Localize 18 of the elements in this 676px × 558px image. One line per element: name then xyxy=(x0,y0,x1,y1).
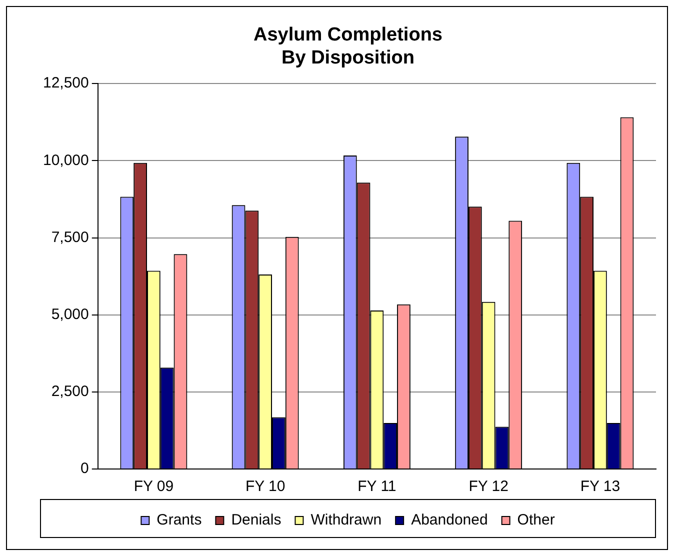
y-tick-label: 10,000 xyxy=(42,152,89,169)
y-tick-label: 7,500 xyxy=(51,228,89,246)
legend-label: Withdrawn xyxy=(310,512,382,529)
legend-label: Abandoned xyxy=(411,512,488,529)
y-tick-label: 0 xyxy=(80,460,89,478)
text: By Disposition xyxy=(281,47,415,68)
y-tick-label: 2,500 xyxy=(51,383,89,400)
text: Asylum Completions xyxy=(254,24,442,46)
y-tick-label: 12,500 xyxy=(42,74,89,92)
x-tick-label: FY 10 xyxy=(245,478,286,496)
y-tick-label: 5,000 xyxy=(51,306,89,323)
x-tick-label: FY 09 xyxy=(134,478,174,496)
legend-label: Grants xyxy=(156,512,202,529)
x-tick-label: FY 12 xyxy=(468,478,508,496)
x-tick-label: FY 13 xyxy=(580,478,620,496)
x-tick-label: FY 11 xyxy=(358,478,396,496)
legend-label: Denials xyxy=(231,512,282,529)
legend-label: Other xyxy=(517,512,555,529)
